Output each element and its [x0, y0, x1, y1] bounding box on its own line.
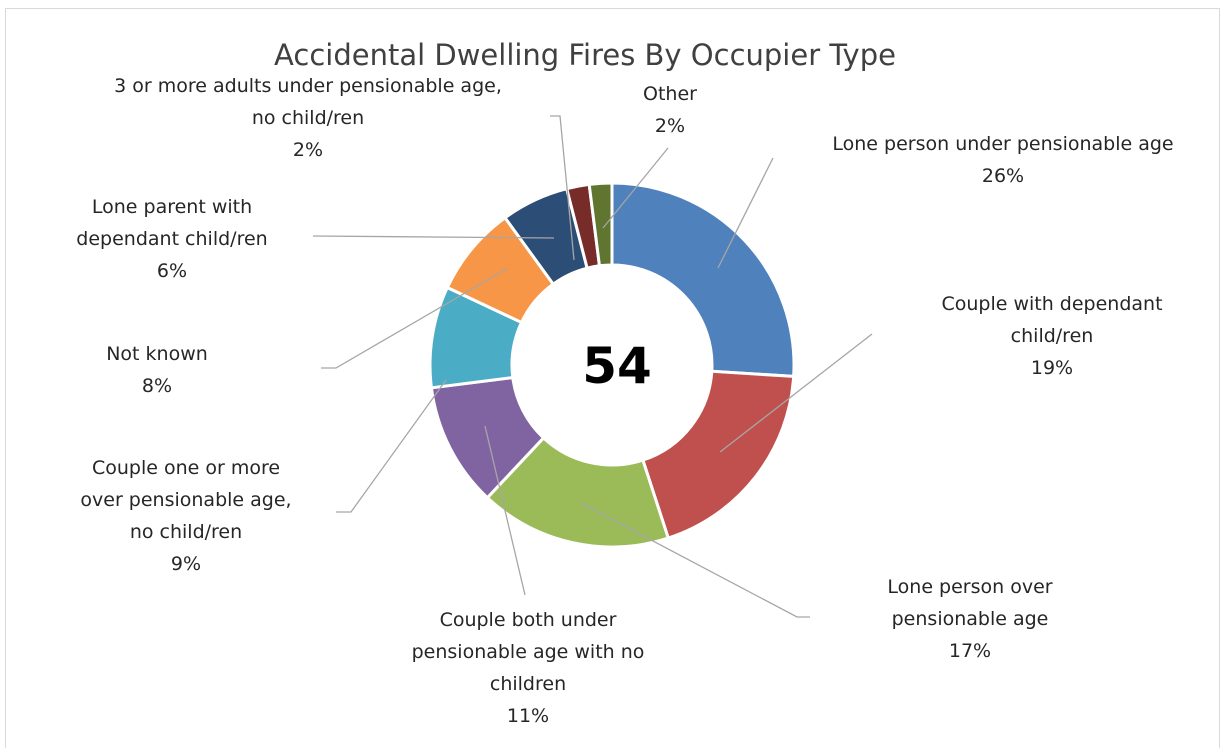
data-label-value-8: 2%: [655, 115, 685, 137]
data-label-4-line-0: Couple one or more: [92, 457, 280, 479]
leader-lines-group: [312, 115, 873, 618]
slice-2: [485, 435, 671, 549]
leader-line-6: [312, 235, 555, 239]
leader-line-8: [602, 147, 669, 229]
data-label-6-line-1: dependant child/ren: [76, 228, 267, 250]
slice-1: [641, 369, 796, 540]
leader-line-0: [717, 157, 774, 269]
data-label-value-6: 6%: [157, 260, 187, 282]
chart-frame: [5, 8, 1220, 748]
center-total: 54: [582, 337, 652, 395]
labels-group: Lone person under pensionable age 26% Coup…: [76, 75, 1173, 727]
data-label-7-line-0: 3 or more adults under pensionable age,: [114, 75, 502, 97]
slices-group: [428, 181, 796, 549]
data-label-8-line-0: Other: [643, 83, 697, 105]
data-label-value-4: 9%: [171, 553, 201, 575]
data-label-value-1: 19%: [1031, 357, 1073, 379]
data-label-5-line-0: Not known: [106, 343, 208, 365]
leader-line-2: [580, 502, 810, 618]
data-label-1-line-0: Couple with dependant: [941, 293, 1162, 315]
data-label-value-2: 17%: [949, 640, 991, 662]
slice-0: [610, 181, 796, 379]
data-label-3-line-2: children: [490, 673, 566, 695]
data-label-4-line-1: over pensionable age,: [80, 489, 291, 511]
data-label-value-7: 2%: [293, 139, 323, 161]
leader-line-4: [336, 379, 447, 513]
slice-8: [587, 181, 614, 268]
leader-line-3: [484, 425, 526, 596]
data-label-2-line-1: pensionable age: [892, 608, 1049, 630]
data-label-3-line-0: Couple both under: [440, 609, 617, 631]
data-label-value-0: 26%: [982, 165, 1024, 187]
data-label-1-line-1: child/ren: [1011, 325, 1094, 347]
data-label-6-line-0: Lone parent with: [92, 196, 252, 218]
data-label-value-5: 8%: [142, 375, 172, 397]
data-label-2-line-0: Lone person over: [887, 576, 1052, 598]
data-label-value-3: 11%: [507, 705, 549, 727]
leader-line-1: [719, 333, 873, 453]
leader-line-7: [550, 115, 575, 261]
data-label-3-line-1: pensionable age with no: [412, 641, 645, 663]
data-label-7-line-1: no child/ren: [252, 107, 364, 129]
leader-line-5: [321, 267, 509, 369]
data-label-0-line-0: Lone person under pensionable age: [832, 133, 1173, 155]
data-label-4-line-2: no child/ren: [130, 521, 242, 543]
chart-title: Accidental Dwelling Fires By Occupier Ty…: [274, 38, 896, 72]
